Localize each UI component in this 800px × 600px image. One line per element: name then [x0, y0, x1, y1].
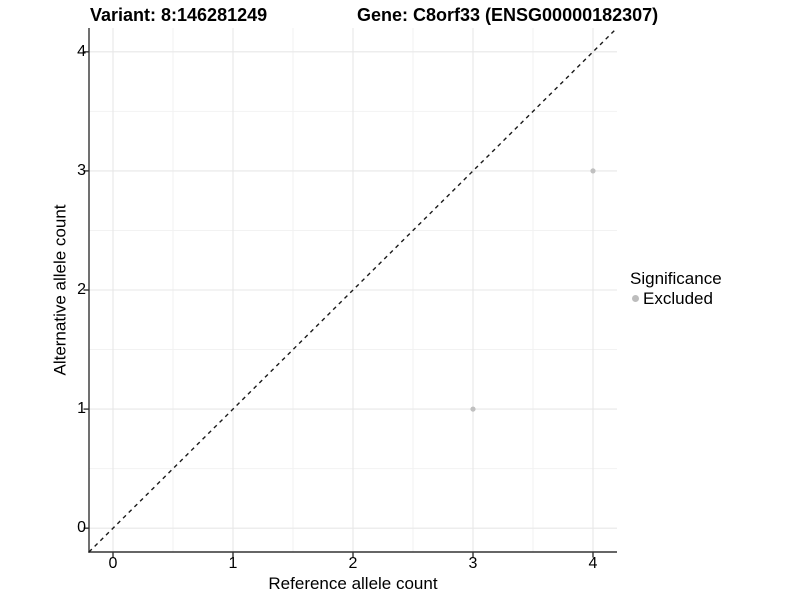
x-tick-label: 1: [228, 555, 238, 572]
y-axis-title: Alternative allele count: [50, 204, 70, 376]
y-tick-label: 1: [77, 400, 86, 418]
data-point: [470, 406, 476, 412]
variant-title: Variant: 8:146281249: [90, 5, 268, 25]
legend-item-excluded: Excluded: [630, 289, 722, 308]
x-tick-label: 3: [468, 555, 478, 572]
y-tick-label: 0: [77, 519, 86, 537]
legend-item-label: Excluded: [643, 289, 713, 308]
gene-title: Gene: C8orf33 (ENSG00000182307): [357, 5, 659, 25]
y-tick-label: 2: [77, 281, 86, 298]
identity-reference-line: [88, 27, 618, 553]
x-axis-title: Reference allele count: [268, 574, 438, 593]
legend-title: Significance: [630, 269, 722, 288]
legend: Significance Excluded: [630, 269, 722, 308]
y-tick-label: 4: [77, 42, 86, 60]
x-tick-label: 2: [348, 555, 358, 572]
y-tick-label: 3: [77, 161, 86, 179]
excluded-point-icon: [632, 295, 639, 302]
x-tick-label: 0: [108, 555, 118, 572]
data-point: [590, 168, 596, 174]
x-tick-label: 4: [588, 555, 598, 572]
